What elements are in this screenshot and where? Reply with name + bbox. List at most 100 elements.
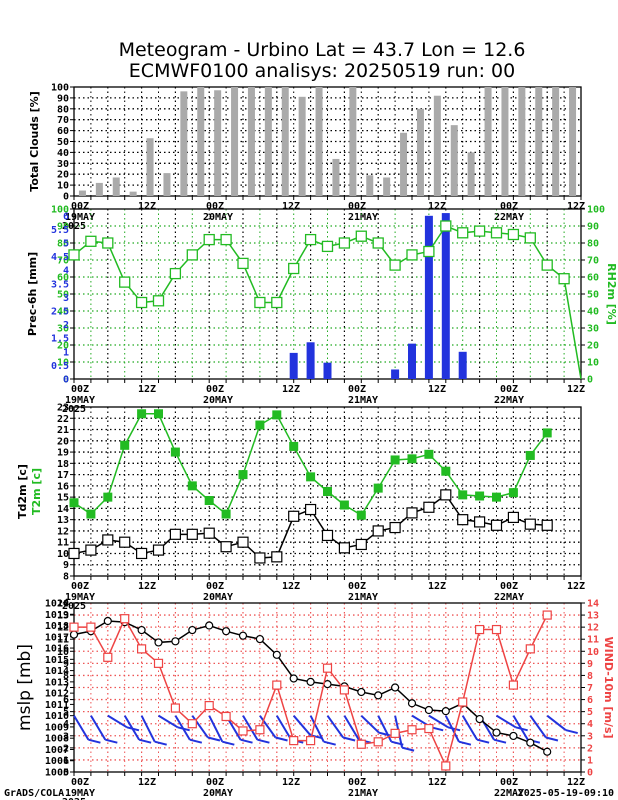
y-tick-label: 9 [63,659,69,670]
wind-speed-marker [137,644,147,654]
rh-marker [220,233,232,246]
x-date-label: 20MAY [203,212,233,223]
rh-marker [406,249,418,261]
y2-tick-label: 12 [587,623,599,634]
y-tick-label: 100 [51,205,69,216]
y2-tick-label: 8 [587,671,593,682]
mslp-marker [374,691,383,700]
mslp-marker [357,687,366,697]
rh-marker [355,230,367,242]
x-hour-label: 12Z [282,777,300,788]
x-hour-label: 12Z [567,581,585,592]
x-hour-label: 00Z [71,201,89,212]
x-hour-label: 12Z [567,384,585,395]
t2m-marker [373,483,383,493]
cloud-bar [501,87,509,196]
x-hour-label: 00Z [71,581,89,592]
wind-barb [546,714,567,731]
rh-marker [304,233,317,246]
y-tick-label-prec: 6 [63,211,69,222]
y-tick-label: 7 [63,683,69,694]
td2m-marker [220,541,232,553]
prec-bar [323,362,332,379]
cloud-bar [569,87,577,196]
rh-marker [271,296,283,309]
cloud-bar [197,87,205,196]
wind-barb [309,715,325,743]
mslp-marker [137,625,146,635]
y-tick-label: 20 [57,436,69,447]
t2m-marker [255,420,265,430]
y2-tick-label: 0 [587,768,593,779]
y2-tick-label: 4 [587,719,593,730]
y-tick-label: 10 [57,358,69,369]
rh-marker [237,257,249,270]
wind-barb [461,715,478,741]
wind-barb-flag [545,736,559,742]
td2m-marker [440,489,452,501]
wind-speed-marker [153,658,164,668]
td2m-marker [338,542,350,554]
x-hour-label: 12Z [428,384,446,395]
mslp-marker [492,728,501,737]
td2m-marker [305,503,317,516]
x-hour-label: 12Z [282,384,300,395]
mslp-marker [475,714,484,724]
y2-tick-label: 10 [587,358,599,369]
td2m-marker [186,528,198,540]
x-hour-label: 00Z [500,581,518,592]
x-date-label: 20MAY [203,395,233,406]
wind-barb [444,715,460,743]
cloud-bar [315,87,323,196]
td2m-marker [68,547,80,560]
cloud-bar [78,190,86,196]
rh-marker [541,259,553,271]
rh-marker [169,267,182,280]
wind-speed-marker [238,726,248,736]
wind-barb-flag [222,740,235,746]
rh-marker [186,249,198,261]
y-tick-label: 90 [57,93,69,104]
cloud-bar [281,87,289,196]
y2-axis-title: RH2m [%] [605,263,618,325]
prec-bar [441,213,450,379]
prec-bar [391,369,400,379]
x-year-label: 2025 [62,797,86,800]
mslp-marker [171,637,180,646]
y-tick-label-mslp: 1018 [45,621,69,632]
wind-barb-flag [323,740,336,746]
wind-speed-marker [255,725,265,735]
wind-barb [242,715,259,741]
wind-speed-marker [221,711,231,722]
mslp-marker [391,683,400,692]
x-date-label: 22MAY [494,212,524,223]
td2m-marker [288,510,300,522]
x-hour-label: 00Z [348,384,366,395]
prec-bar [408,343,416,379]
t2m-marker [475,491,485,501]
y-tick-label: 8 [63,572,69,583]
wind-barb-flag [138,738,152,744]
wind-speed-marker [204,701,214,711]
y-tick-label: 23 [57,403,69,414]
t2m-marker [170,447,180,457]
y-tick-label: 40 [57,307,69,318]
y2-tick-label: 70 [587,256,599,267]
x-date-label: 22MAY [494,788,524,799]
cloud-bar [552,87,560,196]
y-tick-label: 19 [57,448,69,459]
x-hour-label: 12Z [428,581,446,592]
y-tick-label: 14 [57,504,69,515]
td2m-marker [203,527,215,539]
wind-barb [326,715,344,739]
wind-barb-flag [476,738,490,744]
y-tick-label: 20 [57,170,69,181]
x-hour-label: 00Z [206,581,224,592]
rh-marker [372,237,384,249]
y-tick-label: 0 [63,768,69,779]
t2m-marker [120,440,130,450]
y-tick-label-mslp: 1013 [45,677,69,688]
rh-marker [423,245,435,258]
rh-marker [288,262,300,275]
